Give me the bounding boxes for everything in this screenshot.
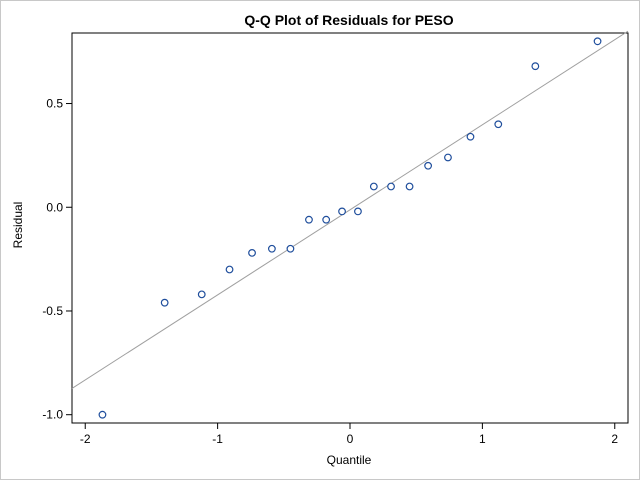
data-point: [225, 265, 234, 274]
data-point: [338, 207, 346, 216]
plot-area: [71, 32, 629, 424]
data-point: [444, 153, 452, 162]
x-axis-label: Quantile: [327, 453, 372, 467]
data-point: [322, 215, 331, 224]
data-point: [466, 132, 475, 141]
data-point: [369, 182, 378, 191]
y-tick-label: 0.5: [46, 97, 63, 111]
data-point: [387, 182, 395, 191]
reference-line: [71, 30, 629, 389]
data-point: [197, 290, 206, 299]
data-point: [267, 244, 276, 253]
data-point: [354, 207, 362, 216]
data-point: [494, 120, 503, 129]
x-tick-label: -2: [80, 432, 91, 446]
data-point: [424, 161, 433, 170]
y-tick-label: -1.0: [42, 408, 63, 422]
x-tick-label: 2: [611, 432, 618, 446]
chart-title: Q-Q Plot of Residuals for PESO: [244, 12, 453, 28]
y-tick-label: 0.0: [46, 200, 63, 214]
data-point: [593, 37, 602, 46]
y-tick-label: -0.5: [42, 304, 63, 318]
data-point: [160, 298, 169, 307]
data-point: [405, 182, 414, 191]
data-point: [305, 215, 313, 224]
data-point: [98, 410, 107, 419]
data-point: [531, 62, 540, 71]
x-tick-label: 1: [479, 432, 486, 446]
data-point: [248, 248, 256, 257]
data-point: [286, 244, 295, 253]
y-axis-label: Residual: [11, 202, 25, 249]
x-tick-label: -1: [212, 432, 223, 446]
x-tick-label: 0: [347, 432, 354, 446]
